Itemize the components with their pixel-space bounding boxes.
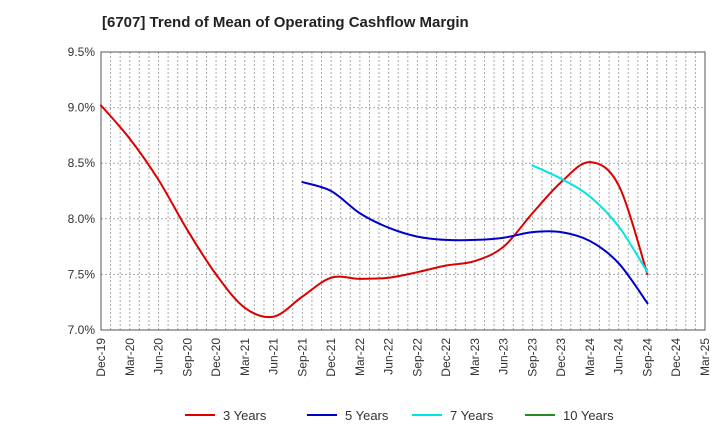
x-tick-label: Sep-20 xyxy=(180,338,194,377)
legend-label-5-years: 5 Years xyxy=(345,408,389,423)
y-tick-label: 7.0% xyxy=(68,323,96,337)
x-tick-label: Sep-24 xyxy=(640,338,654,377)
chart-title: [6707] Trend of Mean of Operating Cashfl… xyxy=(102,14,469,31)
series-line-3-years xyxy=(100,104,649,319)
x-tick-label: Jun-24 xyxy=(612,338,626,375)
x-tick-label: Dec-21 xyxy=(324,338,338,377)
x-tick-label: Dec-24 xyxy=(669,338,683,377)
legend-label-3-years: 3 Years xyxy=(223,408,267,423)
x-tick-label: Mar-22 xyxy=(353,338,367,376)
x-tick-label: Dec-19 xyxy=(94,338,108,377)
x-tick-label: Jun-21 xyxy=(267,338,281,375)
x-tick-label: Sep-22 xyxy=(410,338,424,377)
series-line-7-years xyxy=(531,164,649,274)
x-tick-label: Jun-20 xyxy=(152,338,166,375)
x-tick-label: Jun-23 xyxy=(497,338,511,375)
x-tick-label: Dec-20 xyxy=(209,338,223,377)
y-tick-label: 9.0% xyxy=(68,101,96,115)
x-tick-label: Sep-21 xyxy=(295,338,309,377)
y-tick-label: 9.5% xyxy=(68,45,96,59)
x-tick-label: Mar-23 xyxy=(468,338,482,376)
x-tick-label: Mar-24 xyxy=(583,338,597,376)
x-tick-label: Jun-22 xyxy=(382,338,396,375)
x-tick-label: Mar-20 xyxy=(123,338,137,376)
x-tick-label: Sep-23 xyxy=(525,338,539,377)
x-tick-label: Dec-22 xyxy=(439,338,453,377)
x-tick-label: Mar-25 xyxy=(698,338,712,376)
legend-label-7-years: 7 Years xyxy=(450,408,494,423)
x-tick-label: Dec-23 xyxy=(554,338,568,377)
y-tick-label: 8.5% xyxy=(68,156,96,170)
x-tick-label: Mar-21 xyxy=(238,338,252,376)
series-line-5-years xyxy=(301,181,649,305)
y-tick-label: 7.5% xyxy=(68,267,96,281)
y-tick-label: 8.0% xyxy=(68,212,96,226)
legend-label-10-years: 10 Years xyxy=(563,408,614,423)
plot-area-frame xyxy=(100,51,706,331)
